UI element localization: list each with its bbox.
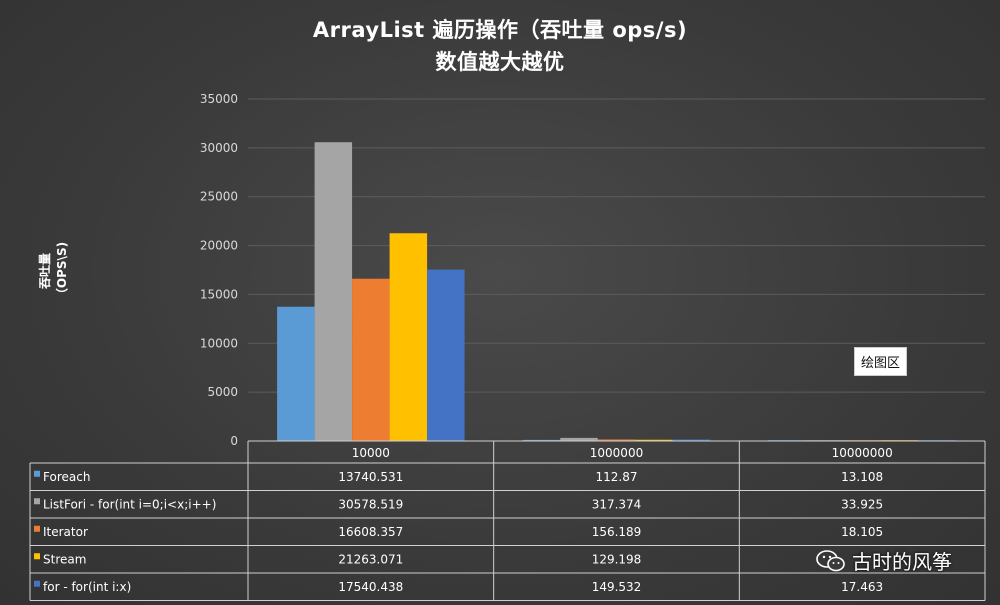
bar — [522, 439, 561, 441]
legend-label: Iterator — [43, 525, 88, 539]
data-label: 33.925 — [841, 497, 883, 511]
bar — [314, 142, 353, 441]
bar — [389, 233, 428, 441]
x-tick-label: 1000000 — [590, 446, 643, 460]
bar — [352, 278, 390, 441]
y-tick-label: 5000 — [207, 385, 238, 399]
y-tick-label: 15000 — [200, 287, 238, 301]
bar — [597, 439, 636, 441]
legend-swatch — [34, 470, 40, 477]
x-tick-label: 10000 — [352, 446, 390, 460]
data-label: 129.198 — [592, 552, 642, 566]
bar — [277, 306, 315, 441]
legend-label: ListFori - for(int i=0;i<x;i++) — [43, 497, 216, 511]
plot-area-tooltip: 绘图区 — [854, 347, 908, 376]
legend-label: Stream — [43, 552, 86, 566]
y-tick-label: 0 — [230, 434, 238, 448]
y-tick-label: 30000 — [200, 141, 238, 155]
data-label: 30578.519 — [338, 497, 403, 511]
bar — [560, 437, 598, 441]
data-label: 317.374 — [592, 497, 642, 511]
legend-label: for - for(int i:x) — [43, 580, 131, 594]
bar — [635, 439, 673, 441]
data-label: 149.532 — [592, 580, 642, 594]
watermark-text: 古时的风筝 — [852, 550, 952, 574]
data-label: 17.463 — [841, 580, 883, 594]
data-label: 18.105 — [841, 525, 883, 539]
x-tick-label: 10000000 — [832, 446, 893, 460]
legend-swatch — [34, 580, 40, 587]
bar — [672, 439, 711, 441]
y-tick-label: 35000 — [200, 92, 238, 106]
data-label: 13740.531 — [338, 470, 403, 484]
y-tick-label: 10000 — [200, 336, 238, 350]
legend-label: Foreach — [43, 470, 90, 484]
data-label: 156.189 — [592, 525, 642, 539]
chart-title: ArrayList 遍历操作（吞吐量 ops/s) — [312, 18, 688, 42]
legend-swatch — [34, 498, 40, 505]
wechat-icon — [816, 549, 846, 573]
y-tick-label: 25000 — [200, 190, 238, 204]
bar — [427, 269, 465, 441]
data-label: 112.87 — [596, 470, 638, 484]
data-label: 16608.357 — [338, 525, 403, 539]
legend-swatch — [34, 525, 40, 532]
data-label: 13.108 — [841, 470, 883, 484]
data-label: 17540.438 — [338, 580, 403, 594]
chart-subtitle: 数值越大越优 — [435, 50, 565, 74]
data-label: 21263.071 — [338, 552, 403, 566]
legend-swatch — [34, 553, 40, 560]
watermark: 古时的风筝 — [816, 546, 952, 575]
y-tick-label: 20000 — [200, 239, 238, 253]
